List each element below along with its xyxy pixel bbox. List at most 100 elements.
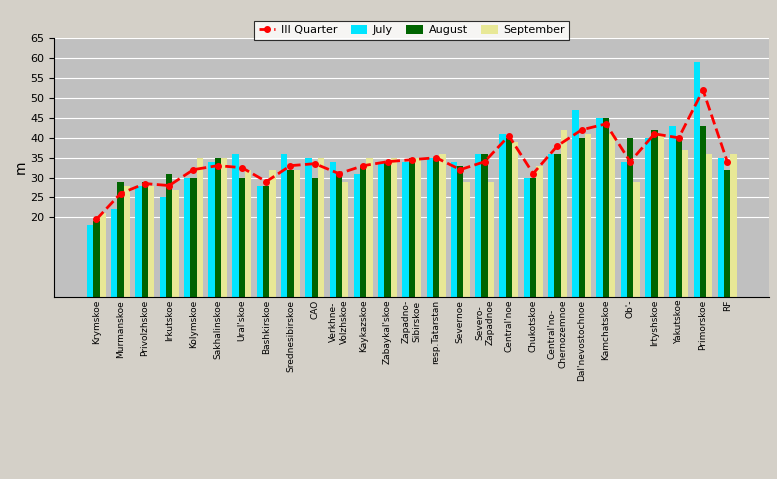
Bar	[402, 162, 409, 297]
Bar	[548, 154, 554, 297]
Bar	[281, 154, 287, 297]
III Quarter	[286, 163, 295, 169]
III Quarter	[431, 155, 441, 160]
Bar	[329, 162, 336, 297]
III Quarter	[383, 159, 392, 165]
Bar	[700, 126, 706, 297]
Bar	[579, 138, 585, 297]
Bar	[263, 185, 270, 297]
Bar	[342, 182, 348, 297]
Bar	[451, 162, 457, 297]
Bar	[256, 185, 263, 297]
Bar	[621, 162, 627, 297]
Bar	[651, 130, 657, 297]
Bar	[409, 158, 415, 297]
III Quarter	[334, 171, 343, 176]
III Quarter	[359, 163, 368, 169]
III Quarter	[480, 159, 490, 165]
Bar	[221, 158, 227, 297]
Bar	[239, 178, 245, 297]
Bar	[675, 138, 682, 297]
Bar	[657, 134, 664, 297]
III Quarter	[504, 133, 514, 139]
Bar	[730, 154, 737, 297]
Bar	[682, 150, 688, 297]
Bar	[724, 170, 730, 297]
III Quarter	[552, 143, 562, 148]
Bar	[312, 178, 318, 297]
Bar	[197, 158, 203, 297]
Bar	[184, 178, 190, 297]
Bar	[166, 173, 172, 297]
III Quarter	[262, 179, 271, 184]
Bar	[208, 162, 214, 297]
III Quarter	[213, 163, 222, 169]
Bar	[488, 182, 494, 297]
Line: III Quarter: III Quarter	[93, 87, 730, 222]
Bar	[439, 154, 445, 297]
Bar	[245, 170, 252, 297]
Bar	[287, 170, 294, 297]
Y-axis label: m: m	[14, 161, 28, 174]
Bar	[214, 158, 221, 297]
Bar	[633, 182, 639, 297]
Bar	[391, 158, 397, 297]
Bar	[530, 178, 536, 297]
III Quarter	[674, 135, 684, 141]
III Quarter	[189, 167, 198, 172]
III Quarter	[165, 182, 174, 188]
III Quarter	[650, 131, 659, 137]
III Quarter	[601, 121, 611, 127]
Bar	[609, 134, 615, 297]
Bar	[464, 182, 470, 297]
Legend: III Quarter, July, August, September: III Quarter, July, August, September	[254, 21, 570, 40]
Bar	[87, 225, 93, 297]
Bar	[294, 170, 300, 297]
Bar	[669, 126, 675, 297]
Bar	[336, 173, 342, 297]
Bar	[482, 154, 488, 297]
III Quarter	[577, 127, 587, 133]
Bar	[427, 158, 433, 297]
Bar	[360, 166, 367, 297]
Bar	[385, 162, 391, 297]
Bar	[135, 185, 141, 297]
Bar	[232, 154, 239, 297]
Bar	[148, 185, 155, 297]
Bar	[367, 158, 373, 297]
Bar	[354, 173, 360, 297]
Bar	[718, 158, 724, 297]
Bar	[536, 166, 542, 297]
Bar	[433, 158, 439, 297]
Bar	[141, 182, 148, 297]
Bar	[554, 154, 560, 297]
Bar	[124, 185, 130, 297]
Bar	[270, 170, 276, 297]
III Quarter	[407, 157, 416, 162]
Bar	[627, 138, 633, 297]
Bar	[512, 142, 518, 297]
III Quarter	[723, 159, 732, 165]
Bar	[524, 178, 530, 297]
Bar	[378, 162, 385, 297]
III Quarter	[625, 159, 635, 165]
Bar	[706, 154, 713, 297]
Bar	[415, 158, 421, 297]
Bar	[160, 197, 166, 297]
Bar	[99, 214, 106, 297]
Bar	[476, 154, 482, 297]
Bar	[572, 110, 579, 297]
III Quarter	[528, 171, 538, 176]
III Quarter	[92, 217, 101, 222]
III Quarter	[116, 191, 125, 196]
Bar	[318, 158, 324, 297]
III Quarter	[140, 181, 149, 186]
III Quarter	[310, 161, 319, 167]
Bar	[694, 62, 700, 297]
Bar	[597, 118, 603, 297]
III Quarter	[699, 87, 708, 93]
III Quarter	[237, 165, 246, 171]
Bar	[190, 178, 197, 297]
Bar	[506, 138, 512, 297]
Bar	[500, 134, 506, 297]
